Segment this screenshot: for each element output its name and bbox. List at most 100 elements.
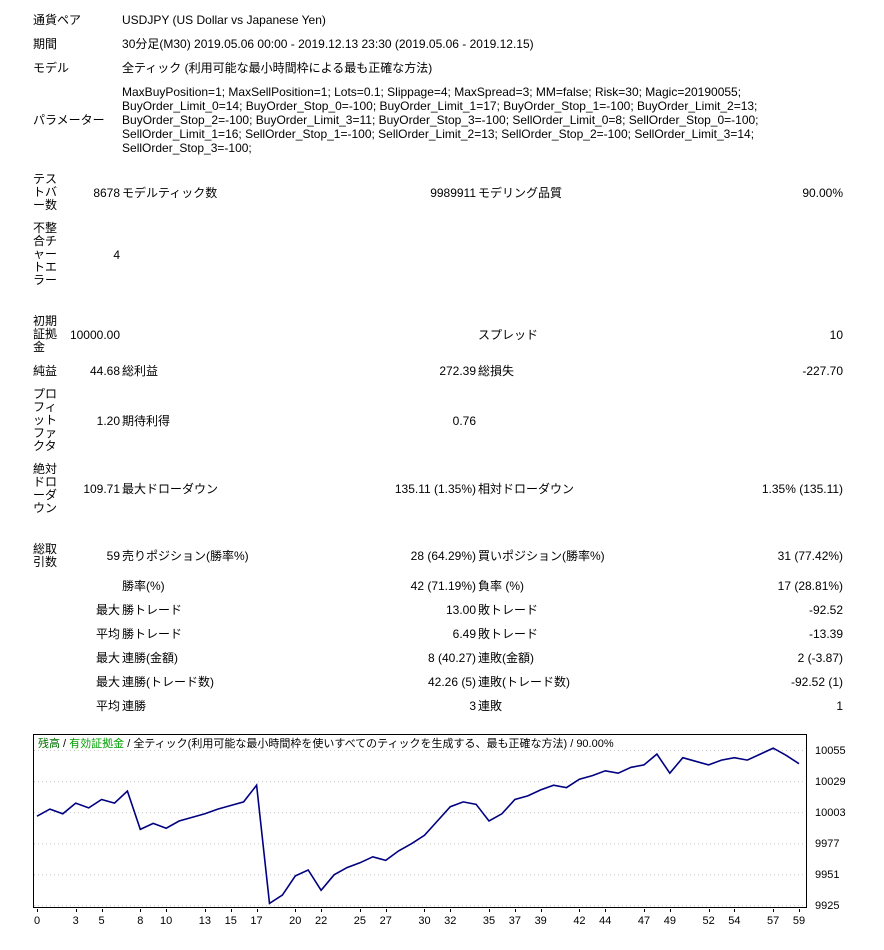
legend-separator: / bbox=[124, 738, 134, 751]
row-total-trades: 総取引数 59 売りポジション(勝率%) 28 (64.29%) 買いポジション… bbox=[33, 538, 845, 574]
row-average-trades: 平均 勝トレード 6.49 敗トレード -13.39 bbox=[33, 622, 845, 646]
max-consecutive-losses-amount-value: 2 (-3.87) bbox=[797, 651, 844, 666]
balance-chart: 残高 / 有効証拠金 / 全ティック(利用可能な最小時間枠を使いすべてのティック… bbox=[33, 734, 884, 940]
x-axis-tick bbox=[385, 909, 387, 913]
max-consecutive-wins-amount-label: 連勝(金額) bbox=[122, 651, 179, 666]
x-axis-label: 25 bbox=[353, 915, 366, 928]
spacer-row bbox=[33, 292, 845, 310]
x-axis-tick bbox=[799, 909, 800, 913]
short-positions-label: 売りポジション(勝率%) bbox=[122, 549, 249, 564]
maximal-drawdown-label: 最大ドローダウン bbox=[122, 482, 219, 497]
ticks-modelled-value: 9989911 bbox=[430, 185, 477, 200]
max-consecutive-sublabel: 最大 bbox=[96, 675, 121, 690]
empty-cell bbox=[478, 217, 618, 292]
x-axis-label: 39 bbox=[534, 915, 547, 928]
profit-trades-label: 勝率(%) bbox=[122, 579, 165, 594]
short-positions-value: 28 (64.29%) bbox=[410, 549, 477, 564]
bars-in-test-label: テストバー数 bbox=[33, 172, 58, 212]
x-axis-label: 8 bbox=[137, 915, 144, 928]
average-loss-trade-label: 敗トレード bbox=[478, 627, 539, 642]
spread-value: 10 bbox=[829, 327, 844, 342]
average-consecutive-wins-label: 連勝 bbox=[122, 699, 147, 714]
x-axis-label: 13 bbox=[198, 915, 212, 928]
legend-equity-label: 有効証拠金 bbox=[69, 738, 125, 751]
parameters-value: MaxBuyPosition=1; MaxSellPosition=1; Lot… bbox=[122, 85, 759, 155]
max-consecutive-wins-amount-value: 8 (40.27) bbox=[427, 651, 477, 666]
max-consecutive-sublabel: 最大 bbox=[96, 651, 121, 666]
x-axis-tick bbox=[321, 909, 323, 913]
model-value: 全ティック (利用可能な最小時間枠による最も正確な方法) bbox=[122, 61, 433, 75]
x-axis-label: 15 bbox=[224, 915, 237, 928]
x-axis-tick bbox=[359, 909, 361, 913]
x-axis-label: 32 bbox=[444, 915, 457, 928]
x-axis-tick bbox=[450, 909, 452, 913]
largest-profit-trade-label: 勝トレード bbox=[122, 603, 183, 618]
y-axis-label: 9925 bbox=[815, 900, 840, 913]
row-currency-pair: 通貨ペア USDJPY (US Dollar vs Japanese Yen) bbox=[33, 8, 845, 32]
x-axis-tick bbox=[489, 909, 491, 913]
average-consecutive-losses-label: 連敗 bbox=[478, 699, 503, 714]
x-axis-label: 49 bbox=[663, 915, 676, 928]
row-model: モデル 全ティック (利用可能な最小時間枠による最も正確な方法) bbox=[33, 56, 845, 80]
average-loss-trade-value: -13.39 bbox=[809, 627, 844, 642]
x-axis-tick bbox=[230, 909, 232, 913]
x-axis-label: 37 bbox=[508, 915, 521, 928]
row-average-consecutive: 平均 連勝 3 連敗 1 bbox=[33, 694, 845, 718]
row-parameters: パラメーター MaxBuyPosition=1; MaxSellPosition… bbox=[33, 80, 845, 160]
ticks-modelled-label: モデルティック数 bbox=[122, 185, 218, 200]
average-consecutive-losses-value: 1 bbox=[836, 699, 844, 714]
row-net-profit: 純益 44.68 総利益 272.39 総損失 -227.70 bbox=[33, 359, 845, 383]
y-axis-label: 10029 bbox=[815, 775, 846, 788]
gross-loss-label: 総損失 bbox=[478, 364, 515, 379]
gross-profit-value: 272.39 bbox=[439, 364, 477, 379]
x-axis-label: 30 bbox=[418, 915, 431, 928]
spacer-row bbox=[33, 160, 845, 168]
total-trades-label: 総取引数 bbox=[33, 542, 58, 570]
mismatched-errors-label: 不整合チャートエラー bbox=[33, 221, 58, 287]
legend-separator: / bbox=[567, 738, 577, 751]
net-profit-label: 純益 bbox=[33, 364, 58, 379]
chart-plot-area: 残高 / 有効証拠金 / 全ティック(利用可能な最小時間枠を使いすべてのティック… bbox=[33, 734, 807, 909]
y-axis-label: 10003 bbox=[815, 806, 846, 819]
period-value: 30分足(M30) 2019.05.06 00:00 - 2019.12.13 … bbox=[122, 37, 534, 51]
largest-loss-trade-value: -92.52 bbox=[809, 603, 844, 618]
row-bars-ticks-quality: テストバー数 8678 モデルティック数 9989911 モデリング品質 90.… bbox=[33, 168, 845, 217]
row-mismatched-errors: 不整合チャートエラー 4 bbox=[33, 217, 845, 292]
row-max-consecutive-amount: 最大 連勝(金額) 8 (40.27) 連敗(金額) 2 (-3.87) bbox=[33, 646, 845, 670]
x-axis-label: 27 bbox=[379, 915, 392, 928]
average-consecutive-sublabel: 平均 bbox=[96, 699, 121, 714]
chart-legend: 残高 / 有効証拠金 / 全ティック(利用可能な最小時間枠を使いすべてのティック… bbox=[38, 738, 614, 750]
x-axis-label: 0 bbox=[33, 915, 41, 928]
x-axis-tick bbox=[773, 909, 775, 913]
x-axis-label: 20 bbox=[289, 915, 302, 928]
row-largest-trades: 最大 勝トレード 13.00 敗トレード -92.52 bbox=[33, 598, 845, 622]
gross-profit-label: 総利益 bbox=[122, 364, 159, 379]
y-axis-label: 10055 bbox=[815, 744, 846, 757]
x-axis-tick bbox=[101, 909, 103, 913]
x-axis-tick bbox=[514, 909, 516, 913]
x-axis-label: 17 bbox=[250, 915, 263, 928]
x-axis-tick bbox=[644, 909, 646, 913]
legend-quality-label: 90.00% bbox=[576, 738, 614, 751]
x-axis-label: 57 bbox=[767, 915, 780, 928]
largest-loss-trade-label: 敗トレード bbox=[478, 603, 539, 618]
x-axis-label: 52 bbox=[702, 915, 715, 928]
relative-drawdown-value: 1.35% (135.11) bbox=[761, 482, 844, 497]
row-max-consecutive-count: 最大 連勝(トレード数) 42.26 (5) 連敗(トレード数) -92.52 … bbox=[33, 670, 845, 694]
empty-cell bbox=[282, 217, 478, 292]
profit-factor-label: プロフィットファクタ bbox=[33, 387, 58, 454]
initial-deposit-label: 初期証拠金 bbox=[33, 314, 58, 354]
x-axis-label: 42 bbox=[573, 915, 586, 928]
initial-deposit-value: 10000.00 bbox=[69, 327, 121, 342]
long-positions-label: 買いポジション(勝率%) bbox=[478, 549, 605, 564]
bars-in-test-value: 8678 bbox=[93, 185, 121, 200]
x-axis-label: 35 bbox=[482, 915, 496, 928]
x-axis-tick bbox=[424, 909, 426, 913]
profit-trades-value: 42 (71.19%) bbox=[410, 579, 477, 594]
absolute-drawdown-label: 絶対ドローダウン bbox=[33, 462, 58, 516]
net-profit-value: 44.68 bbox=[89, 364, 121, 379]
max-consecutive-losses-amount-label: 連敗(金額) bbox=[478, 651, 535, 666]
legend-model-label: 全ティック(利用可能な最小時間枠を使いすべてのティックを生成する、最も正確な方法… bbox=[133, 738, 568, 751]
expected-payoff-value: 0.76 bbox=[452, 413, 477, 428]
profit-factor-value: 1.20 bbox=[96, 413, 121, 428]
